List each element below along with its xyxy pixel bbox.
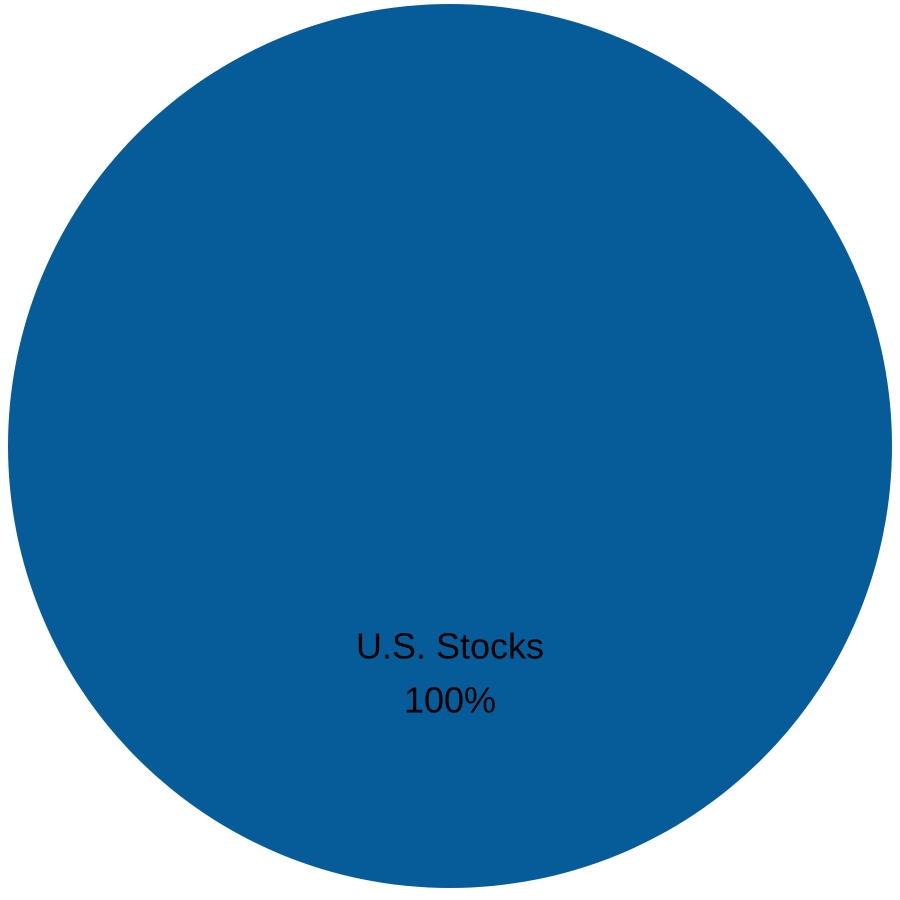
- pie-labels: U.S. Stocks 100%: [356, 626, 544, 721]
- pie-slices: [8, 4, 892, 888]
- pie-slice-value-label: 100%: [404, 680, 496, 721]
- pie-slice-label: U.S. Stocks: [356, 626, 544, 667]
- pie-slice: [8, 4, 892, 888]
